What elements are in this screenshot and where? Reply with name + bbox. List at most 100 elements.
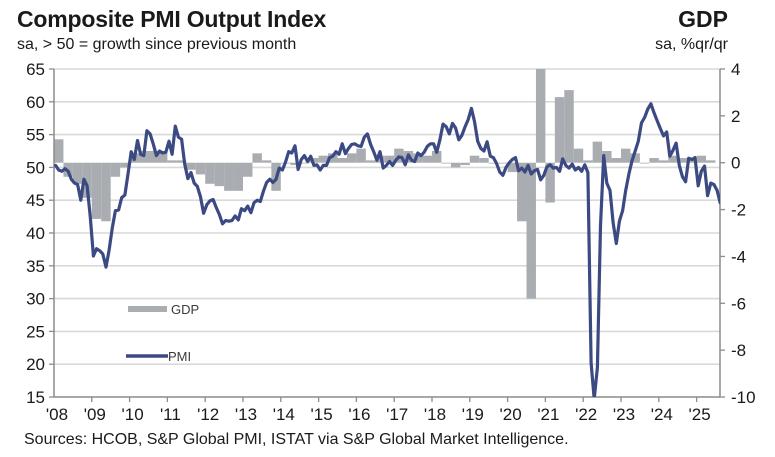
right-tick-label: -6: [731, 294, 746, 313]
gdp-bar: [583, 160, 593, 163]
gdp-bar: [611, 158, 621, 163]
chart-subtitle: sa, > 50 = growth since previous month: [17, 36, 297, 53]
gdp-bar: [337, 158, 347, 163]
left-tick-label: 55: [26, 126, 45, 145]
chart-title: Composite PMI Output Index: [17, 6, 327, 32]
x-tick-label: '09: [84, 405, 106, 424]
gdp-bar: [564, 90, 574, 163]
gdp-bar: [649, 158, 659, 163]
left-tick-label: 35: [26, 257, 45, 276]
left-tick-label: 50: [26, 158, 45, 177]
x-tick-label: '24: [651, 405, 673, 424]
gdp-bar: [346, 153, 357, 163]
x-tick-label: '23: [613, 405, 635, 424]
gdp-bar: [120, 162, 130, 168]
right-tick-label: -4: [731, 247, 746, 266]
gdp-bar: [195, 162, 206, 175]
gdp-bar: [469, 155, 480, 163]
gdp-bar: [422, 155, 432, 163]
gdp-bar: [290, 162, 300, 166]
gridlines: [54, 68, 720, 366]
left-tick-label: 65: [26, 60, 45, 79]
gdp-bar: [432, 151, 442, 163]
x-tick-label: '25: [689, 405, 711, 424]
x-tick-label: '14: [273, 405, 295, 424]
gdp-bar: [507, 162, 518, 173]
x-tick-label: '10: [122, 405, 144, 424]
gdp-bar: [186, 162, 196, 170]
gdp-bar: [488, 162, 499, 164]
gdp-bar: [233, 162, 243, 191]
gdp-bar: [167, 160, 177, 163]
gdp-bar: [621, 148, 631, 163]
x-tick-label: '13: [235, 405, 257, 424]
gdp-bars: [54, 69, 716, 299]
x-tick-label: '22: [575, 405, 597, 424]
gdp-bar: [706, 160, 716, 163]
x-tick-label: '17: [386, 405, 408, 424]
legend-gdp-label: GDP: [171, 302, 199, 317]
gdp-bar: [413, 153, 423, 163]
left-tick-label: 15: [26, 388, 45, 407]
right-tick-label: -10: [731, 388, 756, 407]
gdp-bar: [450, 162, 461, 168]
legend: GDP PMI: [126, 302, 199, 364]
gdp-bar: [318, 155, 329, 163]
x-tick-label: '19: [462, 405, 484, 424]
gdp-bar: [299, 162, 310, 164]
left-tick-label: 45: [26, 191, 45, 210]
source-note: Sources: HCOB, S&P Global PMI, ISTAT via…: [24, 431, 569, 448]
gdp-bar: [205, 162, 215, 184]
gdp-bar: [441, 162, 451, 164]
right-tick-label: -8: [731, 341, 746, 360]
gdp-bar: [630, 153, 640, 163]
gdp-bar: [252, 153, 262, 163]
gdp-bar: [148, 151, 158, 163]
gdp-bar: [460, 162, 470, 166]
x-tick-label: '15: [311, 405, 333, 424]
gdp-bar: [592, 141, 603, 163]
gdp-bar: [526, 162, 536, 299]
gdp-bar: [535, 69, 546, 163]
gdp-bar: [602, 151, 612, 163]
axes: [49, 68, 725, 402]
right-tick-label: 0: [731, 154, 740, 173]
x-tick-label: '12: [197, 405, 219, 424]
left-tick-label: 30: [26, 290, 45, 309]
x-tick-label: '18: [424, 405, 446, 424]
x-tick-label: '20: [500, 405, 522, 424]
gdp-bar: [328, 153, 338, 163]
gdp-bar: [384, 155, 395, 163]
x-tick-label: '21: [537, 405, 559, 424]
right-tick-label: 4: [731, 60, 740, 79]
gdp-bar: [639, 162, 650, 164]
right-axis-subtitle: sa, %qr/qr: [655, 36, 728, 53]
right-tick-label: 2: [731, 107, 740, 126]
gdp-bar: [82, 162, 92, 198]
pmi-line-group: [54, 102, 720, 397]
x-tick-label: '11: [160, 405, 181, 424]
gdp-bar: [243, 162, 253, 177]
gdp-bar: [479, 158, 489, 163]
gdp-bar: [554, 97, 565, 163]
left-tick-label: 20: [26, 355, 45, 374]
gdp-bar: [498, 162, 508, 164]
x-tick-label: '16: [348, 405, 370, 424]
left-tick-label: 25: [26, 322, 45, 341]
x-tick-label: '08: [46, 405, 68, 424]
gdp-bar: [176, 160, 187, 163]
gdp-bar: [54, 139, 64, 163]
gdp-bar: [91, 162, 102, 219]
gdp-bar: [157, 151, 168, 163]
gdp-bar: [668, 155, 678, 163]
gdp-bar: [214, 162, 225, 187]
gdp-bar: [677, 158, 688, 163]
gdp-bar: [110, 162, 121, 177]
left-tick-label: 60: [26, 93, 45, 112]
left-tick-label: 40: [26, 224, 45, 243]
gdp-bar: [309, 158, 319, 163]
gdp-bar: [261, 160, 272, 163]
gdp-bar: [573, 148, 584, 163]
gdp-bar: [365, 160, 376, 163]
